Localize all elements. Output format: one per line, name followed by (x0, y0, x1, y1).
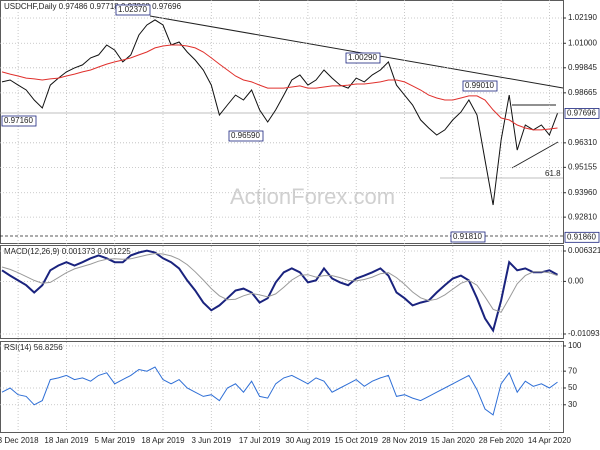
annotation-box (228, 130, 264, 142)
annotation-box (450, 231, 486, 243)
y-tick-label: 100 (568, 341, 582, 350)
triangle-bottom (511, 141, 559, 169)
x-tick-label: 18 Apr 2019 (141, 436, 185, 445)
x-tick-label: 18 Jan 2019 (44, 436, 89, 445)
x-tick-label: 15 Oct 2019 (334, 436, 378, 445)
price-marker (564, 108, 600, 119)
series-line (1, 44, 558, 131)
annotation-box (462, 80, 498, 92)
annotation: 0.99010 (465, 81, 494, 90)
macd-panel (0, 245, 564, 339)
x-tick-label: 3 Dec 2018 (0, 436, 39, 445)
y-tick-label: 0.99845 (568, 63, 597, 72)
x-tick-label: 5 Mar 2019 (94, 436, 135, 445)
annotation-box (345, 52, 381, 64)
x-tick-label: 28 Nov 2019 (382, 436, 428, 445)
y-tick-label: 0.95155 (568, 162, 597, 171)
x-tick-label: 17 Jul 2019 (239, 436, 281, 445)
y-tick-label: 0.93960 (568, 188, 597, 197)
annotation: 0.96590 (231, 131, 260, 140)
annotation: 0.91810 (453, 232, 482, 241)
x-tick-label: 28 Feb 2020 (479, 436, 524, 445)
series-line (1, 252, 558, 313)
price-marker-label: 0.91860 (567, 232, 596, 241)
annotation: 0.97160 (4, 116, 33, 125)
y-tick-label: -0.010939 (568, 329, 600, 338)
y-tick-label: 70 (568, 366, 577, 375)
y-tick-label: 0.00 (568, 277, 584, 286)
watermark: ActionForex.com (230, 184, 395, 209)
series-line (1, 366, 558, 416)
chart-title: USDCHF,Daily 0.97486 0.97718 0.97368 0.9… (4, 2, 182, 11)
annotation-box (1, 115, 37, 127)
y-tick-label: 0.006321 (568, 246, 600, 255)
price-marker (564, 231, 600, 243)
macd-title: MACD(12,26,9) 0.001373 0.001225 (4, 247, 131, 256)
annotation-box (115, 4, 151, 16)
x-tick-label: 3 Jun 2019 (192, 436, 232, 445)
annotation: 61.8 (545, 169, 561, 178)
rsi-panel (0, 341, 564, 433)
x-tick-label: 14 Apr 2020 (528, 436, 572, 445)
y-tick-label: 0.98665 (568, 88, 597, 97)
y-tick-label: 0.96310 (568, 138, 597, 147)
rsi-title: RSI(14) 56.8256 (4, 343, 63, 352)
annotation: 1.02370 (118, 5, 147, 14)
price-panel (0, 0, 564, 244)
series-line (1, 19, 558, 206)
x-tick-label: 30 Aug 2019 (285, 436, 330, 445)
y-tick-label: 30 (568, 400, 577, 409)
series-line (1, 249, 558, 333)
y-tick-label: 1.01000 (568, 38, 597, 47)
y-tick-label: 0.92810 (568, 212, 597, 221)
annotation: 1.00290 (348, 53, 377, 62)
y-tick-label: 50 (568, 383, 577, 392)
price-marker-label: 0.97696 (567, 109, 596, 118)
y-tick-label: 1.02190 (568, 13, 597, 22)
x-tick-label: 15 Jan 2020 (431, 436, 476, 445)
